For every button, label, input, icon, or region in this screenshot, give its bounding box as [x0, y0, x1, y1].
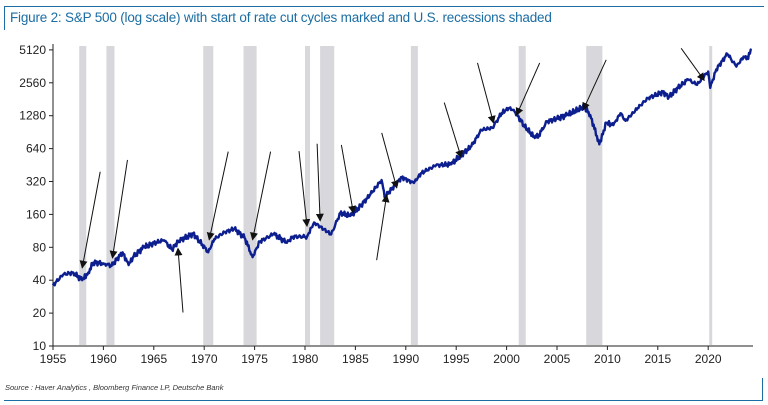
rate-cut-arrow — [680, 47, 705, 82]
series-sp500 — [51, 48, 753, 287]
x-tick-label: 1960 — [90, 352, 117, 366]
recession-band — [320, 46, 335, 345]
rate-cut-arrow — [315, 143, 324, 222]
y-tick-label: 320 — [26, 175, 46, 189]
y-tick-label: 640 — [26, 142, 46, 156]
rate-cut-arrow — [443, 102, 463, 159]
x-tick-label: 2005 — [544, 352, 571, 366]
rate-cut-arrow — [206, 151, 229, 241]
x-tick-label: 1975 — [241, 352, 268, 366]
x-tick-label: 2000 — [493, 352, 520, 366]
rate-cut-arrow — [174, 247, 184, 313]
recession-band — [79, 46, 87, 345]
recession-band — [305, 46, 311, 345]
frame-left-rule — [4, 6, 5, 30]
chart: 10 20 40 80 160 320 640 1280 2560 5120 1955 1960 196… — [19, 43, 753, 366]
y-tick-label: 10 — [33, 339, 47, 353]
x-tick-label: 2020 — [695, 352, 722, 366]
y-tick-label: 40 — [33, 273, 47, 287]
y-tick-label: 5120 — [19, 43, 46, 57]
y-tick-label: 1280 — [19, 109, 46, 123]
recession-band — [106, 46, 115, 345]
x-tick-label: 2015 — [644, 352, 671, 366]
y-tick-label: 160 — [26, 207, 46, 221]
rate-cut-arrow — [515, 62, 541, 116]
rate-cut-arrow — [298, 151, 311, 228]
chart-title: Figure 2: S&P 500 (log scale) with start… — [10, 10, 552, 25]
frame-bottom-rule — [4, 400, 763, 401]
rate-cut-arrow — [79, 171, 101, 269]
rate-cut-arrow — [582, 59, 607, 111]
recession-shading — [79, 46, 713, 345]
sp500-line — [51, 48, 753, 287]
recession-band — [203, 46, 214, 345]
source-note: Source : Haver Analytics , Bloomberg Fin… — [5, 383, 224, 392]
frame-top-rule — [4, 6, 764, 7]
y-tick-label: 80 — [33, 240, 47, 254]
y-tick-label: 20 — [33, 306, 47, 320]
recession-band — [410, 46, 418, 345]
rate-cut-arrow — [109, 159, 128, 259]
recession-band — [586, 46, 603, 345]
x-tick-label: 1985 — [342, 352, 369, 366]
rate-cut-arrow — [477, 62, 496, 124]
rate-cut-arrow — [381, 132, 399, 189]
recession-band — [243, 46, 257, 345]
rate-cut-arrows — [79, 47, 705, 313]
x-tick-label: 2010 — [594, 352, 621, 366]
recession-band — [709, 46, 713, 345]
x-tick-label: 1970 — [191, 352, 218, 366]
x-tick-label: 1980 — [292, 352, 319, 366]
x-tick-label: 1990 — [392, 352, 419, 366]
rate-cut-arrow — [376, 194, 390, 261]
rate-cut-arrow — [250, 151, 272, 241]
x-tick-label: 1965 — [140, 352, 167, 366]
rate-cut-arrow — [340, 144, 357, 214]
x-tick-label: 1995 — [443, 352, 470, 366]
axes: 10 20 40 80 160 320 640 1280 2560 5120 1955 1960 196… — [19, 43, 753, 366]
recession-band — [518, 46, 526, 345]
y-tick-label: 2560 — [19, 76, 46, 90]
frame-right-rule — [762, 378, 763, 400]
x-tick-label: 1955 — [40, 352, 67, 366]
